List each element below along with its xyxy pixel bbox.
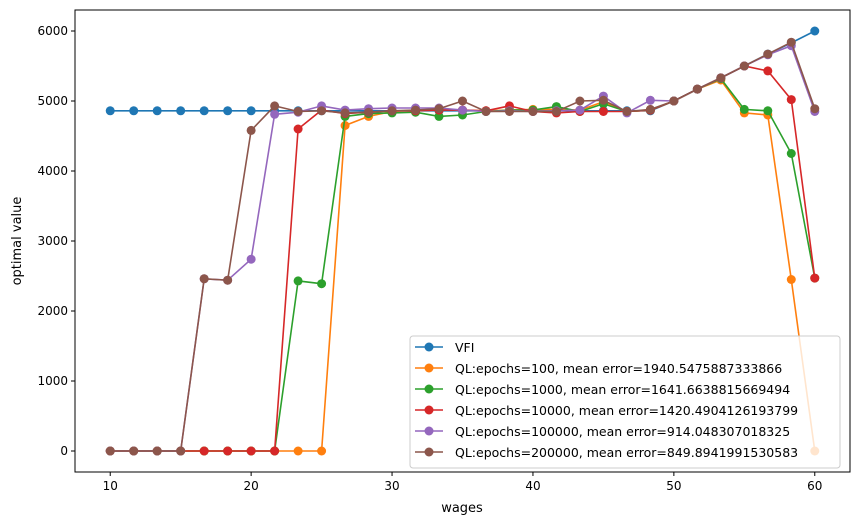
data-point: [598, 107, 608, 116]
x-tick-label: 60: [807, 479, 822, 493]
data-point: [129, 106, 139, 116]
series-5: [105, 37, 820, 456]
data-point: [293, 446, 303, 456]
data-point: [270, 109, 280, 119]
legend-entry: QL:epochs=100000, mean error=914.0483070…: [455, 424, 790, 439]
data-point: [504, 107, 514, 116]
data-point: [293, 124, 303, 134]
data-point: [340, 121, 350, 130]
data-point: [716, 73, 726, 83]
data-point: [317, 106, 327, 116]
data-point: [270, 101, 280, 111]
legend-entry: QL:epochs=100, mean error=1940.547588733…: [455, 361, 782, 376]
data-point: [810, 104, 820, 114]
y-tick-label: 5000: [37, 94, 68, 108]
data-point: [786, 275, 796, 284]
data-point: [786, 37, 796, 47]
x-tick-label: 40: [525, 479, 540, 493]
y-tick-label: 0: [60, 444, 68, 458]
y-tick-label: 3000: [37, 234, 68, 248]
data-point: [739, 104, 749, 114]
legend: VFI QL:epochs=100, mean error=1940.547588…: [409, 335, 841, 469]
data-point: [152, 446, 162, 456]
legend-marker: [424, 342, 434, 352]
data-point: [763, 66, 773, 76]
data-point: [176, 446, 186, 456]
data-point: [411, 105, 421, 115]
legend-marker: [424, 405, 434, 415]
data-point: [481, 107, 491, 116]
data-point: [434, 104, 444, 114]
y-tick-label: 1000: [37, 374, 68, 388]
data-point: [692, 84, 702, 94]
data-point: [293, 107, 303, 116]
data-point: [317, 279, 327, 289]
x-tick-label: 30: [384, 479, 399, 493]
legend-entry: QL:epochs=10000, mean error=1420.4904126…: [455, 403, 798, 418]
data-point: [340, 108, 350, 118]
data-point: [152, 106, 162, 116]
data-point: [598, 95, 608, 105]
data-point: [246, 106, 256, 116]
data-point: [246, 125, 256, 135]
legend-marker: [424, 426, 434, 436]
x-tick-label: 50: [666, 479, 681, 493]
y-tick-label: 4000: [37, 164, 68, 178]
data-point: [786, 95, 796, 105]
x-axis: 10 20 30 40 50 60: [103, 472, 822, 493]
data-point: [270, 446, 280, 456]
y-axis-label: optimal value: [10, 197, 25, 286]
data-point: [645, 95, 655, 105]
data-point: [223, 106, 233, 116]
legend-entry: QL:epochs=200000, mean error=849.8941991…: [455, 445, 798, 460]
data-point: [223, 275, 233, 285]
data-point: [105, 446, 115, 456]
data-point: [458, 105, 467, 115]
legend-entry: VFI: [455, 340, 474, 355]
data-point: [645, 104, 655, 114]
x-tick-label: 20: [243, 479, 258, 493]
data-point: [810, 26, 820, 36]
data-point: [317, 446, 327, 456]
data-point: [669, 96, 679, 106]
data-point: [129, 446, 139, 456]
data-point: [458, 96, 467, 106]
data-point: [246, 254, 256, 264]
data-point: [575, 105, 585, 115]
data-point: [246, 446, 256, 456]
data-point: [199, 274, 209, 284]
y-tick-label: 2000: [37, 304, 68, 318]
data-point: [105, 106, 115, 116]
data-point: [575, 96, 585, 106]
data-point: [293, 276, 303, 286]
data-point: [786, 149, 796, 158]
x-axis-label: wages: [441, 501, 483, 516]
data-point: [763, 106, 773, 116]
data-point: [622, 107, 632, 116]
data-point: [364, 107, 374, 117]
legend-marker: [424, 384, 434, 394]
data-point: [223, 446, 233, 456]
data-point: [739, 61, 749, 71]
data-point: [551, 107, 561, 116]
data-point: [810, 273, 820, 283]
data-point: [199, 446, 209, 456]
data-point: [176, 106, 186, 116]
y-axis: 0 1000 2000 3000 4000 5000 6000: [37, 24, 75, 458]
legend-box: [409, 335, 841, 469]
x-tick-label: 10: [103, 479, 118, 493]
y-tick-label: 6000: [37, 24, 68, 38]
data-point: [434, 111, 444, 121]
data-point: [763, 49, 773, 59]
legend-marker: [424, 447, 434, 457]
series-layer: [105, 26, 820, 456]
data-point: [387, 106, 397, 116]
legend-entry: QL:epochs=1000, mean error=1641.66388156…: [455, 382, 790, 397]
legend-marker: [424, 363, 434, 373]
data-point: [528, 107, 538, 116]
data-point: [199, 106, 209, 116]
